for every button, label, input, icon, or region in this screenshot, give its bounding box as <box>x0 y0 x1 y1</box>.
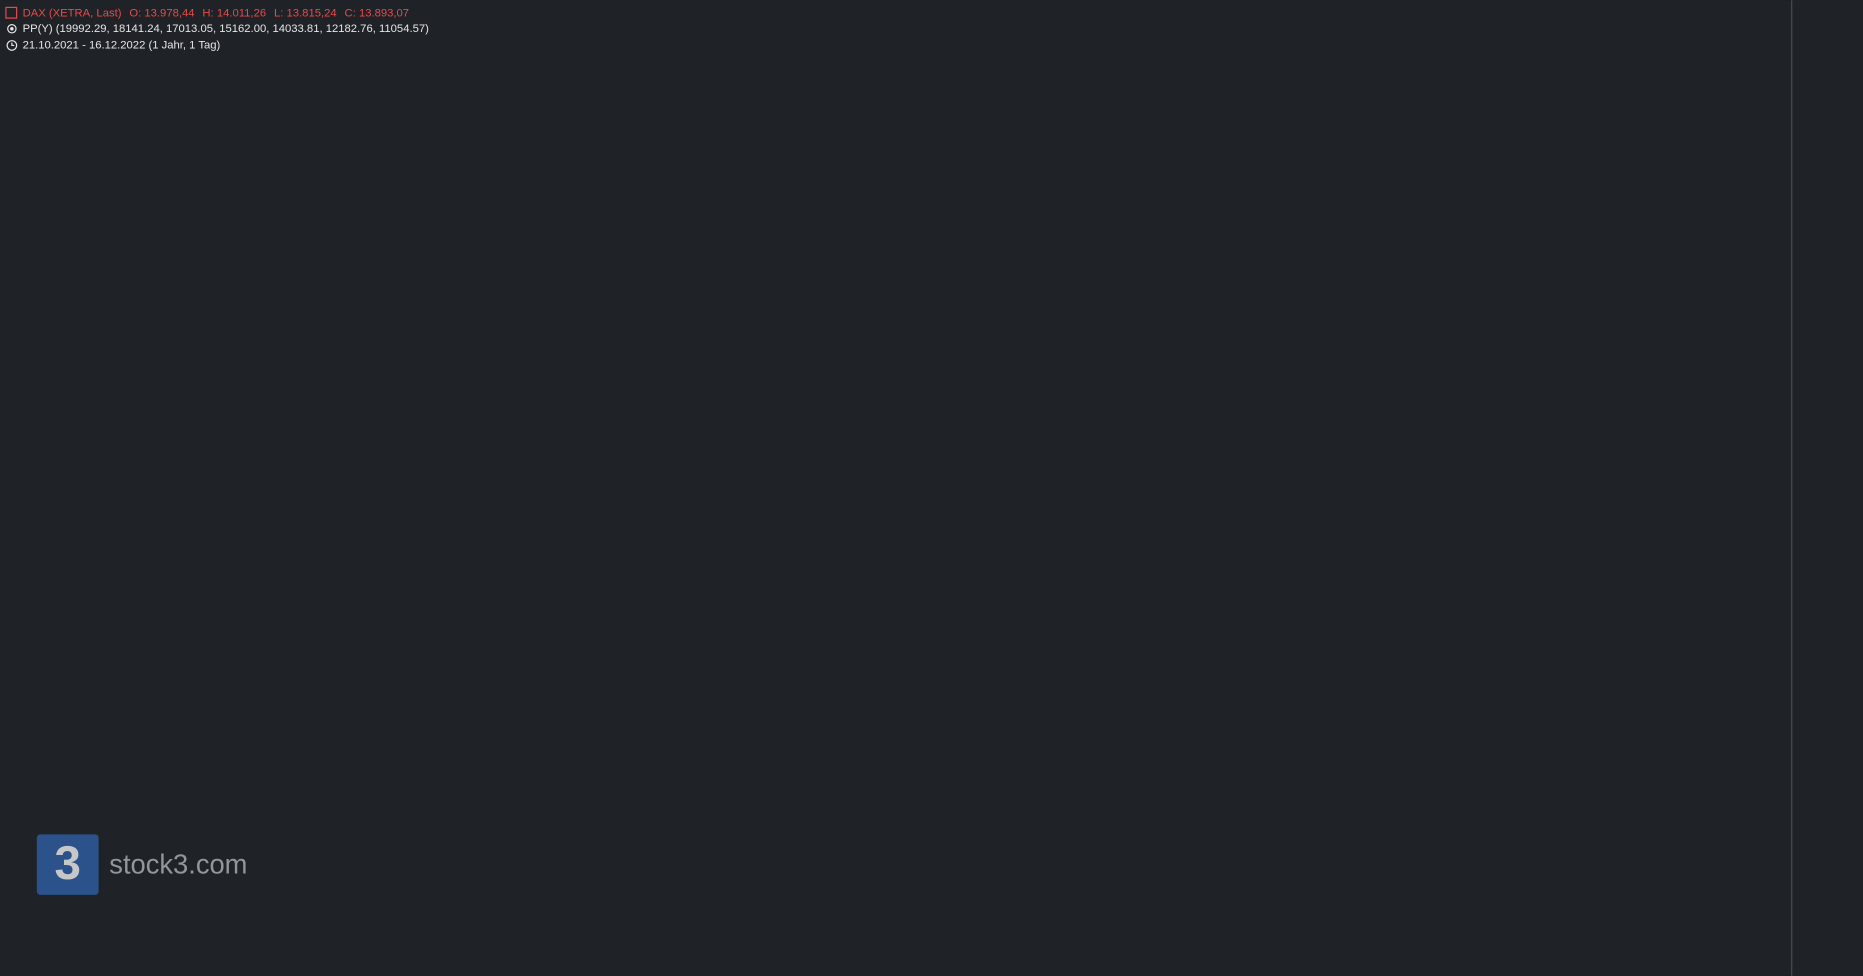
indicator-icon <box>7 24 17 34</box>
indicator-text: PP(Y) (19992.29, 18141.24, 17013.05, 151… <box>23 23 430 35</box>
watermark: 3 stock3.com <box>36 834 247 895</box>
header: DAX (XETRA, Last) O: 13.978,44 H: 14.011… <box>5 6 430 51</box>
clock-icon <box>6 40 18 51</box>
clock-hands <box>11 42 15 47</box>
logo-glyph: 3 <box>55 837 81 890</box>
symbol-icon <box>5 6 18 19</box>
close: C: 13.893,07 <box>345 7 410 19</box>
open: O: 13.978,44 <box>129 7 194 19</box>
low: L: 13.815,24 <box>274 7 337 19</box>
watermark-text: stock3.com <box>109 849 247 880</box>
indicator-icon-dot <box>10 27 14 31</box>
logo-box <box>36 834 99 895</box>
header-quote: DAX (XETRA, Last) O: 13.978,44 H: 14.011… <box>23 7 409 19</box>
symbol: DAX (XETRA, Last) <box>23 7 122 19</box>
high: H: 14.011,26 <box>202 7 266 19</box>
range-text: 21.10.2021 - 16.12.2022 (1 Jahr, 1 Tag) <box>23 39 221 51</box>
